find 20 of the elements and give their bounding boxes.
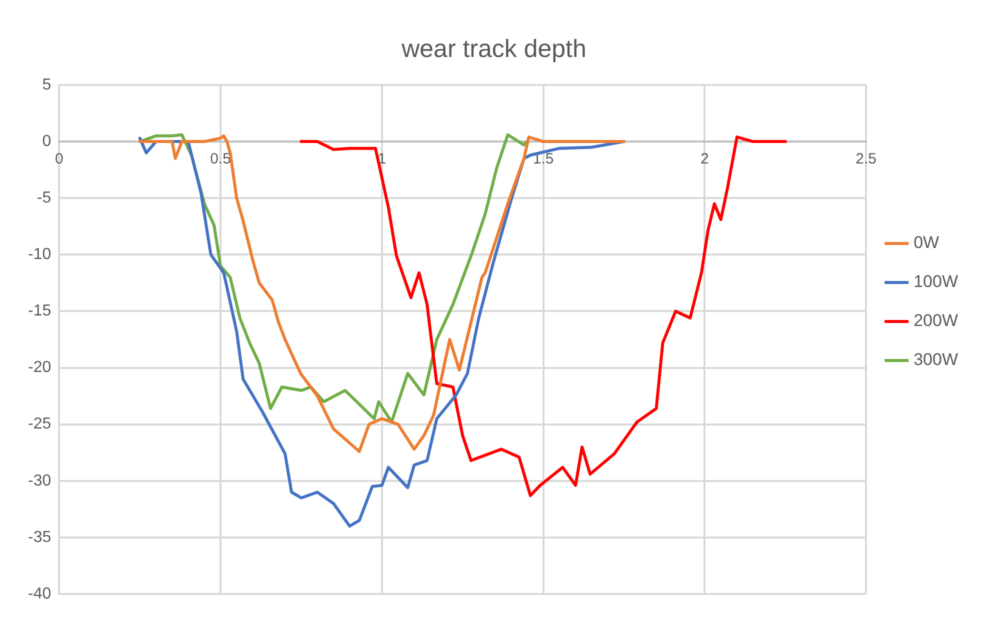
y-tick-label: -5	[36, 190, 52, 207]
y-tick-label: -10	[28, 246, 52, 264]
x-tick-label: 1	[378, 150, 386, 168]
legend-label: 200W	[914, 311, 958, 330]
y-tick-label: -35	[28, 528, 52, 546]
x-tick-label: 2	[700, 150, 709, 168]
y-tick-label: 0	[42, 132, 52, 150]
y-tick-label: -20	[28, 359, 52, 376]
legend-label: 100W	[914, 272, 958, 292]
y-tick-label: -40	[28, 585, 52, 602]
x-tick-label: 0.5	[210, 150, 231, 168]
y-tick-label: 5	[42, 76, 52, 94]
x-tick-label: 0	[54, 150, 64, 168]
y-tick-label: -30	[28, 472, 52, 490]
legend-label: 0W	[914, 233, 940, 252]
chart-title: wear track depth	[400, 34, 586, 63]
x-tick-label: 2.5	[856, 150, 877, 168]
legend-label: 300W	[914, 350, 958, 370]
y-tick-label: -25	[28, 416, 52, 433]
y-tick-label: -15	[28, 302, 52, 320]
